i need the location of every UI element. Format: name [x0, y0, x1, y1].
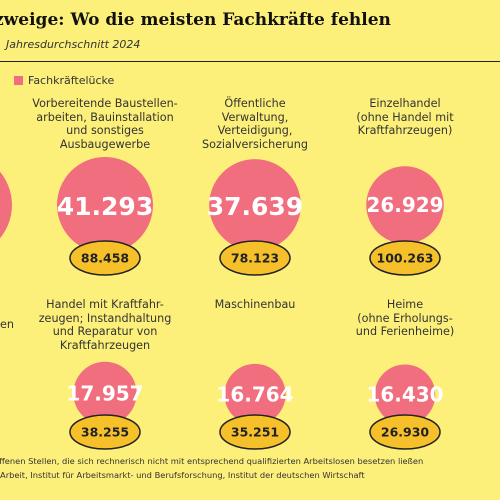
category-label: Öffentliche Verwaltung, Verteidigung, Sozia… [202, 97, 308, 151]
secondary-bubble [369, 414, 441, 450]
gap-bubble [73, 361, 137, 425]
gap-bubble [57, 157, 153, 253]
category-label: Heime (ohne Erholungs-und Ferienheime) [355, 298, 455, 338]
header-divider [0, 61, 500, 62]
legend-label: Fachkräftelücke [28, 74, 115, 87]
gap-bubble [209, 159, 301, 251]
gap-label: 17.957 [66, 381, 143, 405]
gap-label: 16.764 [216, 382, 293, 406]
secondary-bubble [219, 240, 291, 276]
gap-bubble [224, 363, 286, 425]
gap-label: 41.293 [57, 192, 153, 221]
secondary-label: 100.263 [377, 251, 434, 266]
secondary-bubble [69, 240, 141, 276]
gap-label: 16.430 [366, 383, 443, 407]
category-label: Vorbereitende Baustellen-arbeiten, Bauin… [32, 97, 178, 151]
footnote-line-1: offenen Stellen, die sich rechnerisch ni… [0, 456, 424, 466]
legend-swatch [14, 76, 23, 85]
secondary-bubble [369, 240, 441, 276]
secondary-bubble [69, 414, 141, 450]
secondary-label: 26.930 [381, 425, 430, 440]
secondary-bubble [219, 414, 291, 450]
category-label: Maschinenbau [214, 298, 296, 311]
category-label: en [0, 318, 14, 331]
category-label: Einzelhandel (ohne Handel mit Kraftfahrzeu… [356, 97, 454, 137]
category-label: Handel mit Kraftfahr-zeugen; Instandhalt… [38, 298, 172, 352]
gap-bubble [0, 171, 12, 239]
gap-bubble [374, 364, 436, 425]
gap-bubble [366, 166, 444, 244]
secondary-label: 38.255 [81, 425, 129, 440]
legend: Fachkräftelücke [14, 74, 114, 87]
secondary-label: 35.251 [231, 425, 279, 440]
secondary-label: 88.458 [81, 251, 129, 266]
page-title: zweige: Wo die meisten Fachkräfte fehlen [0, 10, 391, 30]
secondary-label: 78.123 [231, 251, 279, 266]
footnote-line-2: r Arbeit, Institut für Arbeitsmarkt- und… [0, 470, 365, 480]
page-subtitle: Jahresdurchschnitt 2024 [6, 38, 141, 51]
gap-label: 26.929 [366, 193, 443, 217]
gap-label: 37.639 [207, 192, 303, 221]
